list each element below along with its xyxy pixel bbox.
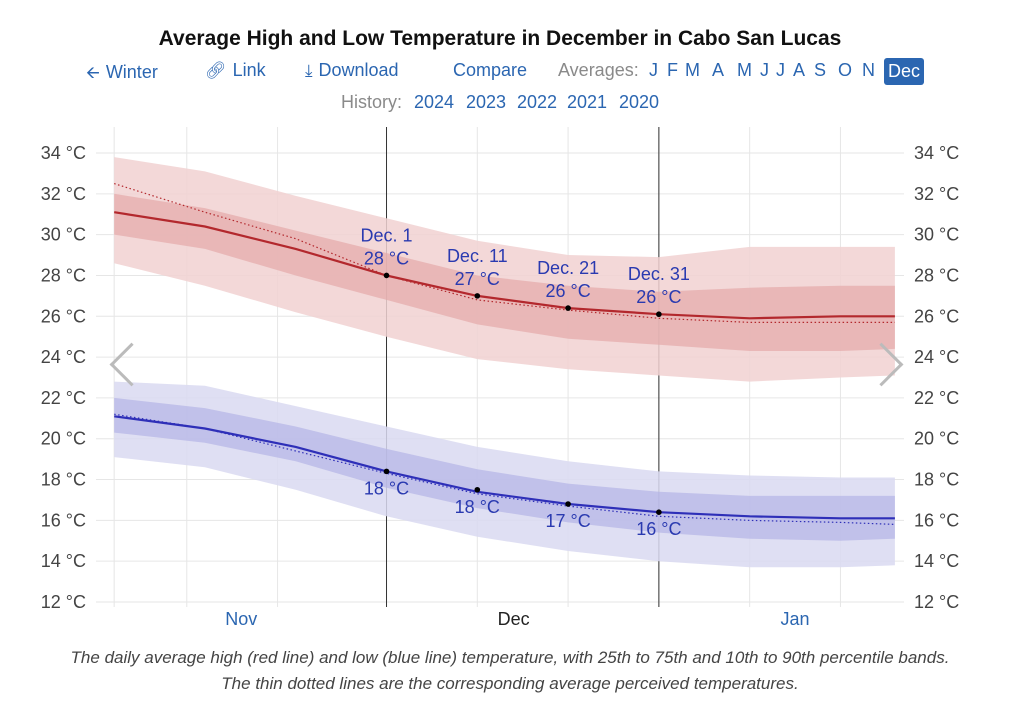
high-average-line xyxy=(114,211,895,320)
compare-link[interactable]: Compare xyxy=(453,60,527,81)
month-link-7[interactable]: A xyxy=(793,60,806,80)
low-annotation-dot xyxy=(474,486,481,493)
y-tick-label-right: 28 °C xyxy=(914,265,959,285)
percentile-bands xyxy=(114,157,895,568)
y-tick-label-right: 18 °C xyxy=(914,470,959,490)
y-tick-label-left: 24 °C xyxy=(41,347,86,367)
annotation-value: 27 °C xyxy=(455,269,500,289)
month-link-10[interactable]: N xyxy=(862,60,875,80)
download-label: Download xyxy=(318,60,399,80)
annotation-value: 26 °C xyxy=(545,281,590,301)
month-link-3[interactable]: A xyxy=(712,60,725,80)
high-annotation-dot xyxy=(383,272,390,279)
y-tick-label-left: 18 °C xyxy=(41,470,86,490)
y-tick-label-right: 16 °C xyxy=(914,510,959,530)
y-tick-label-right: 32 °C xyxy=(914,184,959,204)
month-link-11[interactable]: Dec xyxy=(884,58,925,85)
x-axis-month-labels: Nov Dec Jan xyxy=(225,609,809,629)
history-year-2023[interactable]: 2023 xyxy=(466,92,507,112)
annotation-value: 18 °C xyxy=(455,497,500,517)
y-tick-label-left: 16 °C xyxy=(41,510,86,530)
y-tick-label-right: 34 °C xyxy=(914,143,959,163)
high-annotation-dot xyxy=(656,311,662,318)
annotation-date: Dec. 1 xyxy=(361,225,413,245)
month-link-1[interactable]: F xyxy=(667,60,678,80)
y-tick-label-right: 30 °C xyxy=(914,225,959,245)
history-year-2021[interactable]: 2021 xyxy=(567,92,608,112)
y-tick-label-left: 14 °C xyxy=(41,551,86,571)
low-average-line xyxy=(114,415,895,520)
annotation-date: Dec. 11 xyxy=(447,246,508,266)
month-link-8[interactable]: S xyxy=(814,60,827,80)
winter-label: Winter xyxy=(105,62,158,82)
low-band-25-75 xyxy=(114,397,895,541)
y-tick-label-right: 22 °C xyxy=(914,388,959,408)
high-annotation-dot xyxy=(565,305,571,311)
low-annotation-dot xyxy=(656,509,662,515)
y-tick-label-left: 32 °C xyxy=(41,184,86,204)
chart-caption: The daily average high (red line) and lo… xyxy=(70,648,950,693)
y-tick-label-left: 12 °C xyxy=(41,592,86,612)
annotation-value: 18 °C xyxy=(364,478,409,498)
high-perceived-line xyxy=(114,183,895,323)
month-label-dec: Dec xyxy=(498,609,530,629)
history-label: History: xyxy=(341,92,403,112)
y-tick-label-left: 20 °C xyxy=(41,429,86,449)
y-tick-label-left: 22 °C xyxy=(41,388,86,408)
month-label-jan: Jan xyxy=(781,609,810,629)
month-label-nov: Nov xyxy=(225,609,257,629)
annotation-value: 26 °C xyxy=(636,287,681,307)
y-tick-label-right: 26 °C xyxy=(914,306,959,326)
history-year-2022[interactable]: 2022 xyxy=(517,92,558,112)
month-link-6[interactable]: J xyxy=(776,60,785,80)
y-tick-label-right: 14 °C xyxy=(914,551,959,571)
history-year-2024[interactable]: 2024 xyxy=(414,92,455,112)
y-axis-labels: 12 °C 12 °C 14 °C 14 °C 16 °C 16 °C 18 °C 18 °C… xyxy=(41,143,959,612)
annotation-value: 28 °C xyxy=(364,248,409,268)
month-link-9[interactable]: O xyxy=(838,60,853,80)
temperature-chart: 12 °C 12 °C 14 °C 14 °C 16 °C 16 °C 18 °C 18 °C… xyxy=(41,127,959,629)
download-icon: ⤓ xyxy=(305,61,313,80)
link-button[interactable]: 🔗︎ Link xyxy=(205,60,266,81)
winter-link[interactable]: 🡨 Winter xyxy=(86,60,158,89)
annotation-date: Dec. 31 xyxy=(628,264,690,284)
y-tick-label-right: 12 °C xyxy=(914,592,959,612)
averages-label: Averages: xyxy=(558,60,639,80)
y-tick-label-left: 26 °C xyxy=(41,306,86,326)
month-link-5[interactable]: J xyxy=(760,60,769,80)
y-tick-label-right: 24 °C xyxy=(914,347,959,367)
compare-label: Compare xyxy=(453,60,528,80)
month-link-2[interactable]: M xyxy=(685,60,700,80)
series-lines xyxy=(114,183,895,525)
annotations: Dec. 1 28 °C Dec. 11 27 °C Dec. 21 26 °C Dec. … xyxy=(361,225,690,539)
annotation-date: Dec. 21 xyxy=(537,258,599,278)
high-band-25-75 xyxy=(114,193,895,351)
page-title: Average High and Low Temperature in Dece… xyxy=(158,27,842,50)
month-link-4[interactable]: M xyxy=(737,60,752,80)
annotation-value: 17 °C xyxy=(545,511,590,531)
y-tick-label-left: 34 °C xyxy=(41,143,86,163)
high-annotation-dot xyxy=(474,293,481,299)
y-tick-label-left: 28 °C xyxy=(41,265,86,285)
link-icon: 🔗︎ xyxy=(205,61,227,80)
arrow-left-icon: 🡨 xyxy=(86,63,100,82)
month-link-0[interactable]: J xyxy=(649,60,658,80)
history-year-2020[interactable]: 2020 xyxy=(619,92,660,112)
y-tick-label-right: 20 °C xyxy=(914,429,959,449)
link-label: Link xyxy=(232,60,266,80)
download-button[interactable]: ⤓ Download xyxy=(305,60,399,81)
y-tick-label-left: 30 °C xyxy=(41,225,86,245)
low-annotation-dot xyxy=(383,468,390,475)
low-annotation-dot xyxy=(565,501,571,507)
annotation-value: 16 °C xyxy=(636,519,681,539)
